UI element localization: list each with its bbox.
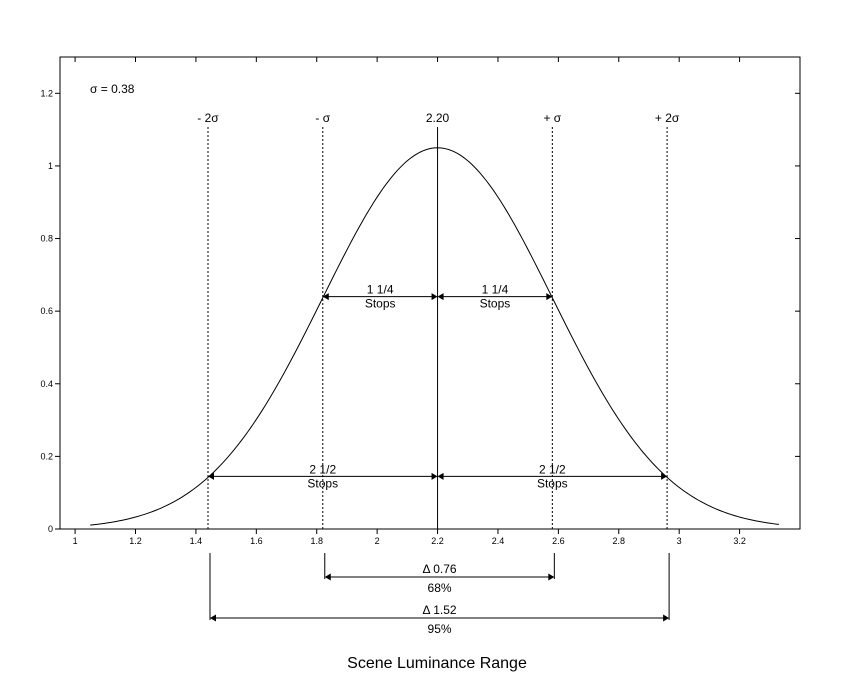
x-tick-label-4: 1.8 <box>310 536 323 546</box>
x-tick-label-11: 3.2 <box>733 536 746 546</box>
stop-arrow-sublabel-1: Stops <box>480 297 511 311</box>
stop-arrow-0-head-left <box>322 293 329 301</box>
reference-label-2: 2.20 <box>426 111 450 125</box>
range-arrow-1-head-left <box>210 614 216 622</box>
y-tick-label-2: 0.4 <box>40 379 53 389</box>
reference-label-0: - 2σ <box>197 111 219 125</box>
distribution-curve <box>90 147 779 526</box>
x-tick-label-0: 1 <box>73 536 78 546</box>
x-tick-label-1: 1.2 <box>129 536 142 546</box>
y-tick-label-6: 1.2 <box>40 88 53 98</box>
x-tick-label-2: 1.4 <box>190 536 203 546</box>
y-axis: 0 0.2 0.4 0.6 0.8 1 1.2 <box>40 88 800 534</box>
sigma-label: σ = 0.38 <box>90 82 135 96</box>
x-tick-label-9: 2.8 <box>613 536 626 546</box>
range-annotations: Δ 0.76 68% Δ 1.52 95% <box>209 553 670 636</box>
range-delta-label-0: Δ 0.76 <box>423 562 457 576</box>
x-axis: 1 1.2 1.4 1.6 1.8 2 2.2 2.4 2.6 2.8 3 3.2 <box>73 57 746 546</box>
reference-label-3: + σ <box>543 111 561 125</box>
stop-arrow-2-head-right <box>431 472 438 480</box>
y-tick-label-4: 0.8 <box>40 234 53 244</box>
stop-arrow-3-head-left <box>437 472 444 480</box>
stop-arrow-1-head-right <box>546 293 553 301</box>
stop-arrow-sublabel-3: Stops <box>537 476 568 490</box>
x-tick-label-8: 2.6 <box>552 536 565 546</box>
stop-arrow-label-2: 2 1/2 <box>309 462 336 476</box>
stop-arrow-1-head-left <box>437 293 444 301</box>
stop-arrow-3-head-right <box>661 472 668 480</box>
range-delta-label-1: Δ 1.52 <box>423 603 457 617</box>
y-tick-label-1: 0.2 <box>40 451 53 461</box>
range-percent-label-0: 68% <box>428 581 452 595</box>
reference-lines: - 2σ - σ 2.20 + σ + 2σ <box>197 111 680 529</box>
x-tick-label-6: 2.2 <box>431 536 444 546</box>
stop-arrow-sublabel-2: Stops <box>307 476 338 490</box>
stop-arrow-label-0: 1 1/4 <box>367 283 394 297</box>
x-tick-label-3: 1.6 <box>250 536 263 546</box>
y-tick-label-0: 0 <box>48 524 53 534</box>
stop-arrow-sublabel-0: Stops <box>365 297 396 311</box>
plot-frame <box>59 56 801 530</box>
range-arrow-1-head-right <box>663 614 670 622</box>
range-arrow-0-head-left <box>324 573 331 581</box>
stop-arrow-0-head-right <box>431 293 438 301</box>
stop-arrow-2-head-left <box>208 472 214 480</box>
x-tick-label-5: 2 <box>375 536 380 546</box>
reference-label-1: - σ <box>315 111 330 125</box>
x-axis-title: Scene Luminance Range <box>347 655 527 672</box>
x-tick-label-10: 3 <box>677 536 682 546</box>
range-arrow-0-head-right <box>548 573 555 581</box>
reference-label-4: + 2σ <box>655 111 680 125</box>
stop-arrow-label-1: 1 1/4 <box>482 283 509 297</box>
range-percent-label-1: 95% <box>428 622 452 636</box>
x-tick-label-7: 2.4 <box>492 536 505 546</box>
stop-arrow-label-3: 2 1/2 <box>539 462 566 476</box>
y-tick-label-3: 0.6 <box>40 306 53 316</box>
y-tick-label-5: 1 <box>48 161 53 171</box>
